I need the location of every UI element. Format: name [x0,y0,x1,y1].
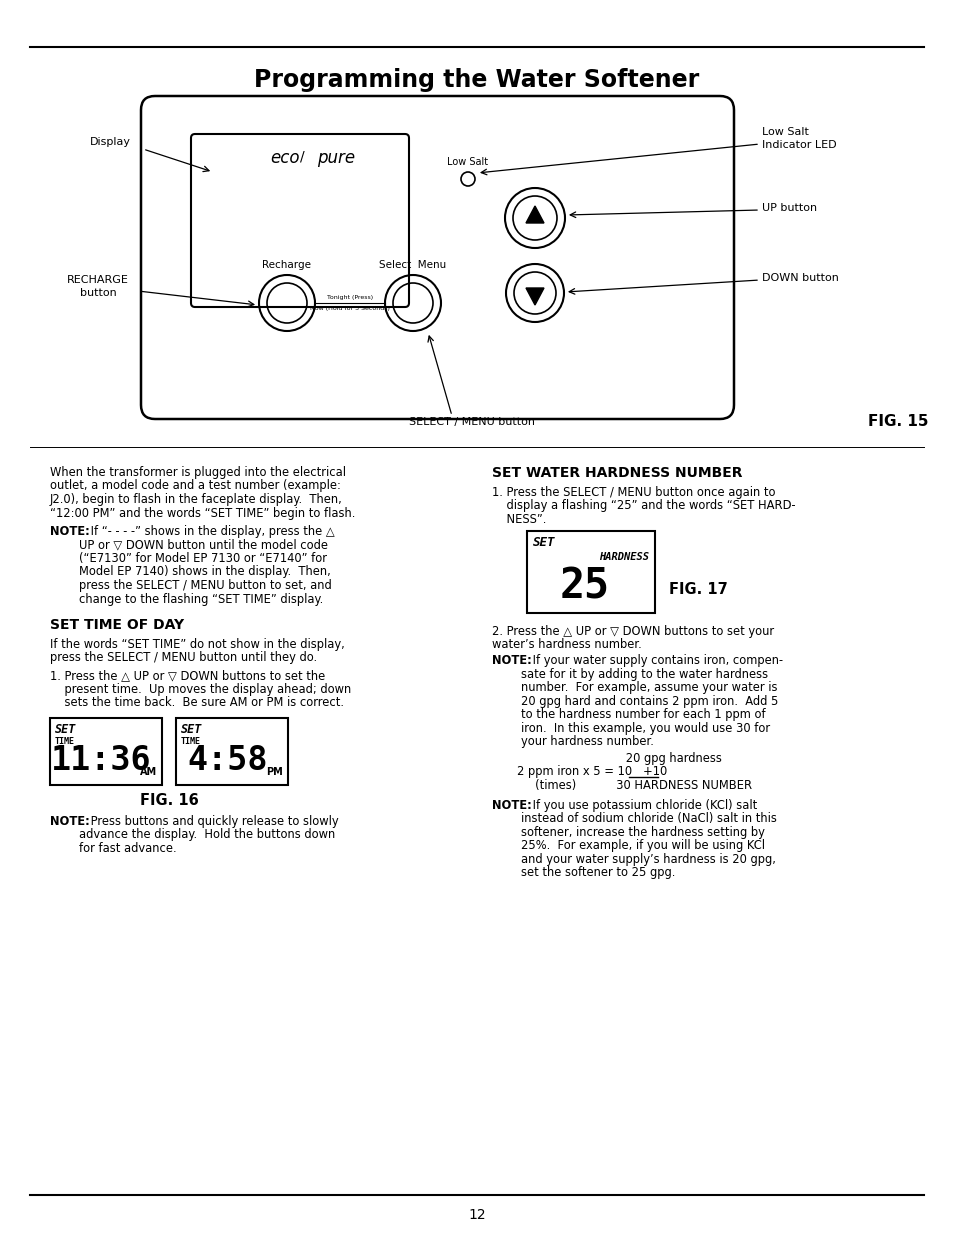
Text: PM: PM [266,767,283,777]
Text: to the hardness number for each 1 ppm of: to the hardness number for each 1 ppm of [492,709,765,721]
Text: set the softener to 25 gpg.: set the softener to 25 gpg. [492,867,675,879]
Text: If you use potassium chloride (KCl) salt: If you use potassium chloride (KCl) salt [529,799,757,811]
Text: outlet, a model code and a test number (example:: outlet, a model code and a test number (… [50,479,340,493]
Text: pure: pure [316,149,355,167]
Text: 20 gpg hard and contains 2 ppm iron.  Add 5: 20 gpg hard and contains 2 ppm iron. Add… [492,695,778,708]
Text: RECHARGE: RECHARGE [67,275,129,285]
Text: SET: SET [533,536,555,548]
Text: If “- - - -” shows in the display, press the △: If “- - - -” shows in the display, press… [87,525,335,538]
Text: number.  For example, assume your water is: number. For example, assume your water i… [492,682,777,694]
Text: 1. Press the SELECT / MENU button once again to: 1. Press the SELECT / MENU button once a… [492,487,775,499]
FancyBboxPatch shape [526,531,655,613]
FancyBboxPatch shape [50,718,162,785]
Text: SET: SET [181,722,202,736]
FancyBboxPatch shape [191,135,409,308]
Text: and your water supply’s hardness is 20 gpg,: and your water supply’s hardness is 20 g… [492,853,775,866]
Text: TIME: TIME [181,737,201,746]
Text: SET: SET [55,722,76,736]
Text: DOWN button: DOWN button [761,273,838,283]
Text: advance the display.  Hold the buttons down: advance the display. Hold the buttons do… [50,829,335,841]
Text: AM: AM [140,767,157,777]
Text: Low Salt: Low Salt [761,127,808,137]
Text: Recharge: Recharge [262,261,312,270]
Text: 25%.  For example, if you will be using KCl: 25%. For example, if you will be using K… [492,840,764,852]
Text: NOTE:: NOTE: [50,525,90,538]
Text: instead of sodium chloride (NaCl) salt in this: instead of sodium chloride (NaCl) salt i… [492,813,776,825]
Text: eco: eco [271,149,299,167]
Text: sets the time back.  Be sure AM or PM is correct.: sets the time back. Be sure AM or PM is … [50,697,344,709]
Text: HARDNESS: HARDNESS [598,552,648,562]
FancyBboxPatch shape [175,718,288,785]
Text: press the SELECT / MENU button to set, and: press the SELECT / MENU button to set, a… [50,579,332,592]
Text: NESS”.: NESS”. [492,513,546,526]
Text: Tonight (Press): Tonight (Press) [327,294,373,300]
Text: TIME: TIME [55,737,75,746]
Text: /: / [299,149,304,163]
Text: (times)           30 HARDNESS NUMBER: (times) 30 HARDNESS NUMBER [517,779,751,792]
Text: press the SELECT / MENU button until they do.: press the SELECT / MENU button until the… [50,652,316,664]
Text: SELECT / MENU button: SELECT / MENU button [409,417,535,427]
Text: NOTE:: NOTE: [492,799,531,811]
Text: Press buttons and quickly release to slowly: Press buttons and quickly release to slo… [87,815,338,827]
Text: FIG. 15: FIG. 15 [867,415,927,430]
Text: Programming the Water Softener: Programming the Water Softener [254,68,699,91]
Text: iron.  In this example, you would use 30 for: iron. In this example, you would use 30 … [492,722,769,735]
Text: 25: 25 [559,566,609,608]
FancyBboxPatch shape [141,96,733,419]
Text: present time.  Up moves the display ahead; down: present time. Up moves the display ahead… [50,683,351,697]
Text: 2. Press the △ UP or ▽ DOWN buttons to set your: 2. Press the △ UP or ▽ DOWN buttons to s… [492,625,773,637]
Text: When the transformer is plugged into the electrical: When the transformer is plugged into the… [50,466,346,479]
Text: FIG. 16: FIG. 16 [139,793,198,808]
Text: SET TIME OF DAY: SET TIME OF DAY [50,618,184,632]
Text: If your water supply contains iron, compen-: If your water supply contains iron, comp… [529,655,782,667]
Text: (“E7130” for Model EP 7130 or “E7140” for: (“E7130” for Model EP 7130 or “E7140” fo… [50,552,327,564]
Text: Select  Menu: Select Menu [379,261,446,270]
Text: “12:00 PM” and the words “SET TIME” begin to flash.: “12:00 PM” and the words “SET TIME” begi… [50,506,355,520]
Text: sate for it by adding to the water hardness: sate for it by adding to the water hardn… [492,668,767,680]
Text: Model EP 7140) shows in the display.  Then,: Model EP 7140) shows in the display. The… [50,566,331,578]
Text: water’s hardness number.: water’s hardness number. [492,638,641,651]
Text: Display: Display [90,137,131,147]
Text: UP button: UP button [761,203,817,212]
Text: change to the flashing “SET TIME” display.: change to the flashing “SET TIME” displa… [50,593,323,605]
Text: softener, increase the hardness setting by: softener, increase the hardness setting … [492,826,764,839]
Polygon shape [525,206,543,224]
Text: 20 gpg hardness: 20 gpg hardness [517,752,721,764]
Text: Low Salt: Low Salt [447,157,488,167]
Text: J2.0), begin to flash in the faceplate display.  Then,: J2.0), begin to flash in the faceplate d… [50,493,342,506]
Text: display a flashing “25” and the words “SET HARD-: display a flashing “25” and the words “S… [492,499,795,513]
Text: UP or ▽ DOWN button until the model code: UP or ▽ DOWN button until the model code [50,538,328,552]
Text: 11:36: 11:36 [51,743,152,777]
Text: 2 ppm iron x 5 = 10   +10: 2 ppm iron x 5 = 10 +10 [517,766,666,778]
Polygon shape [525,288,543,305]
Text: NOTE:: NOTE: [50,815,90,827]
Text: 12: 12 [468,1208,485,1221]
Text: NOTE:: NOTE: [492,655,531,667]
Text: for fast advance.: for fast advance. [50,842,176,855]
Text: If the words “SET TIME” do not show in the display,: If the words “SET TIME” do not show in t… [50,638,344,651]
Text: button: button [79,288,116,298]
Text: 1. Press the △ UP or ▽ DOWN buttons to set the: 1. Press the △ UP or ▽ DOWN buttons to s… [50,669,325,683]
Text: your hardness number.: your hardness number. [492,736,653,748]
Text: Indicator LED: Indicator LED [761,140,836,149]
Text: Now (Hold for 3 Seconds): Now (Hold for 3 Seconds) [310,305,390,310]
Text: SET WATER HARDNESS NUMBER: SET WATER HARDNESS NUMBER [492,466,741,480]
Text: 4:58: 4:58 [187,743,268,777]
Text: FIG. 17: FIG. 17 [668,582,727,597]
